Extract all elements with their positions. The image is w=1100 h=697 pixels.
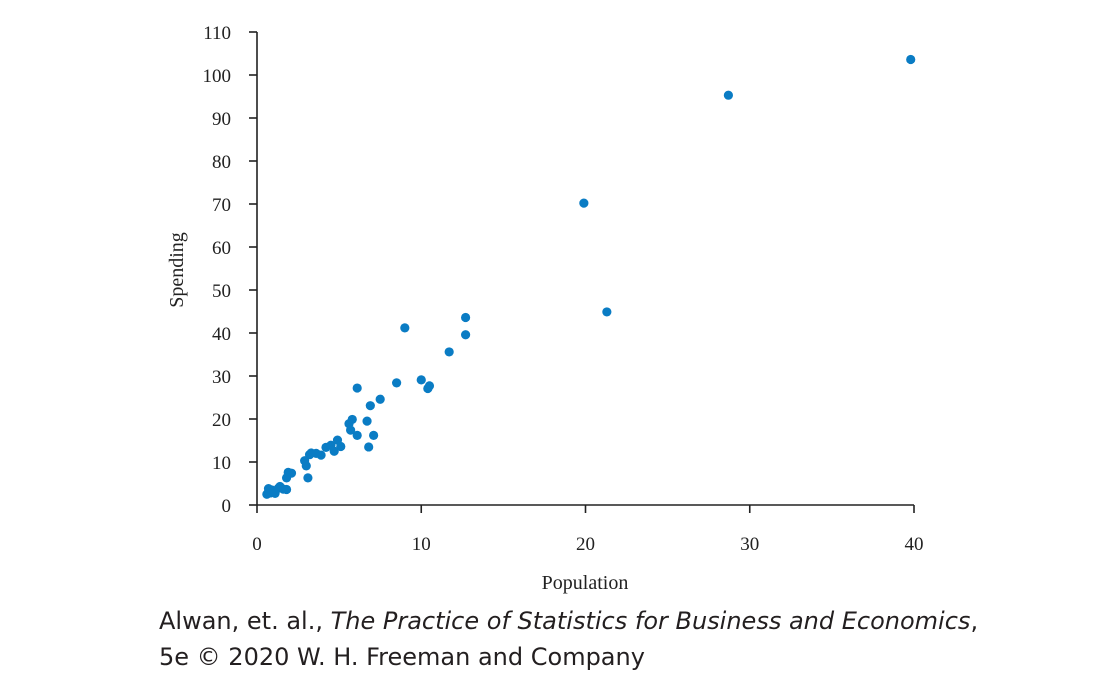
y-tick-label: 10 [212, 453, 231, 474]
data-point [346, 425, 356, 435]
caption-authors: Alwan, et. al., [159, 607, 331, 635]
data-point [303, 473, 313, 483]
data-point [362, 416, 372, 426]
x-tick-label: 40 [905, 534, 924, 555]
data-point [369, 430, 379, 440]
data-point [301, 461, 311, 471]
figure-caption: Alwan, et. al., The Practice of Statisti… [159, 603, 978, 675]
data-point [364, 442, 374, 452]
data-point [365, 401, 375, 411]
x-tick-label: 20 [576, 534, 595, 555]
x-tick-label: 0 [252, 534, 262, 555]
y-tick-label: 110 [203, 23, 231, 44]
caption-line-1: Alwan, et. al., The Practice of Statisti… [159, 603, 978, 639]
caption-line-2: 5e © 2020 W. H. Freeman and Company [159, 643, 645, 671]
y-tick-label: 0 [222, 496, 232, 517]
y-tick-label: 80 [212, 152, 231, 173]
data-point [424, 381, 435, 391]
data-point [416, 375, 426, 385]
y-tick-label: 30 [212, 367, 231, 388]
data-point [329, 446, 339, 456]
y-tick-label: 70 [212, 195, 231, 216]
x-tick-label: 30 [740, 534, 759, 555]
y-tick-label: 60 [212, 238, 231, 259]
x-tick-label: 10 [412, 534, 431, 555]
axes: 0 10 20 30 40 0 10 20 30 40 50 60 70 80 90 100 110 [203, 23, 924, 555]
data-point [316, 450, 326, 460]
y-tick-label: 100 [203, 66, 232, 87]
caption-comma: , [970, 607, 979, 635]
data-point [286, 468, 297, 478]
data-point [347, 414, 357, 425]
caption-book-title: The Practice of Statistics for Business … [330, 607, 971, 635]
y-axis-title: Spending [166, 232, 188, 308]
data-point [579, 198, 589, 208]
data-point [400, 323, 410, 333]
scatter-plot: 0 10 20 30 40 0 10 20 30 40 50 60 70 80 90 100 110 Popul… [166, 23, 924, 594]
data-point [352, 430, 362, 440]
data-point [602, 307, 612, 317]
y-tick-label: 90 [212, 109, 231, 130]
data-point [460, 330, 471, 340]
data-point [460, 312, 471, 323]
data-point [281, 484, 292, 495]
y-tick-label: 50 [212, 281, 231, 302]
data-points [262, 54, 916, 499]
data-point [392, 378, 402, 388]
data-point [906, 54, 916, 65]
data-point [336, 441, 346, 452]
data-point [444, 347, 454, 357]
y-tick-label: 20 [212, 410, 231, 431]
x-axis-title: Population [542, 572, 629, 594]
data-point [375, 394, 385, 404]
data-point [352, 383, 362, 393]
y-tick-label: 40 [212, 324, 231, 345]
data-point [723, 90, 733, 100]
